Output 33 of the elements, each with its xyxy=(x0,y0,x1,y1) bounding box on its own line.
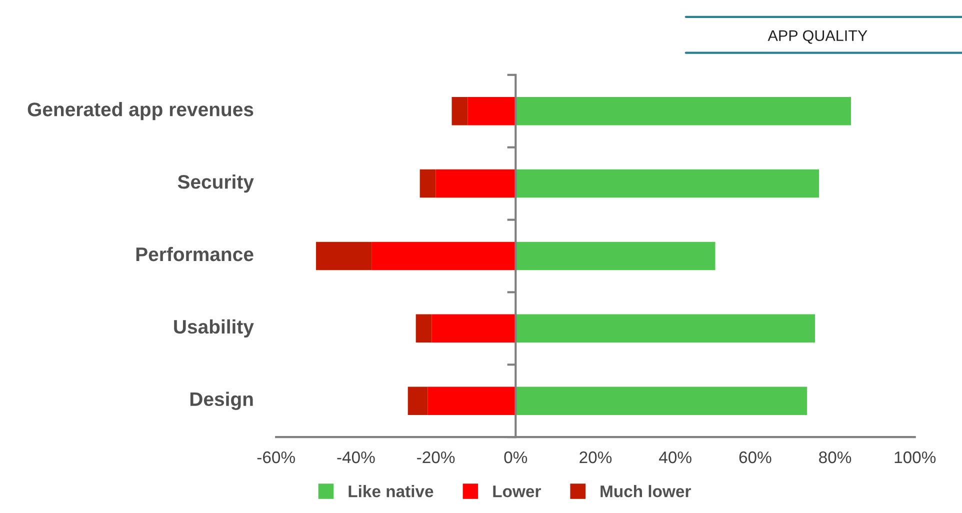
y-tick-label: Performance xyxy=(136,246,254,262)
x-tick-label: -60% xyxy=(257,451,295,464)
legend-label: Like native xyxy=(348,485,434,498)
bar xyxy=(516,169,820,198)
x-tick-label: 0% xyxy=(504,451,528,464)
bar xyxy=(516,242,716,270)
bar xyxy=(428,386,516,415)
x-tick-label: 40% xyxy=(659,451,692,464)
bar xyxy=(316,242,372,270)
bar xyxy=(516,314,816,343)
x-tick-label: 80% xyxy=(819,451,852,464)
y-tick-label: Design xyxy=(190,392,253,410)
bar xyxy=(372,242,516,270)
bar xyxy=(436,169,516,198)
bar xyxy=(416,314,432,343)
bar xyxy=(516,96,851,126)
x-tick-label: -40% xyxy=(337,451,375,464)
x-tick-label: -20% xyxy=(417,451,455,464)
bar xyxy=(468,96,516,126)
bar xyxy=(452,96,468,126)
y-tick-label: Generated app revenues xyxy=(28,102,254,120)
y-tick-label: Usability xyxy=(174,319,254,338)
bar xyxy=(408,386,428,415)
chart-title: APP QUALITY xyxy=(768,30,868,44)
legend-label: Lower xyxy=(493,486,541,498)
bar xyxy=(432,314,516,343)
legend-label: Much lower xyxy=(600,485,691,498)
x-tick-label: 20% xyxy=(580,451,612,464)
x-tick-label: 60% xyxy=(739,451,772,464)
x-tick-label: 100% xyxy=(894,451,936,464)
bar xyxy=(516,386,808,415)
bar xyxy=(420,169,436,198)
y-tick-label: Security xyxy=(178,174,254,193)
